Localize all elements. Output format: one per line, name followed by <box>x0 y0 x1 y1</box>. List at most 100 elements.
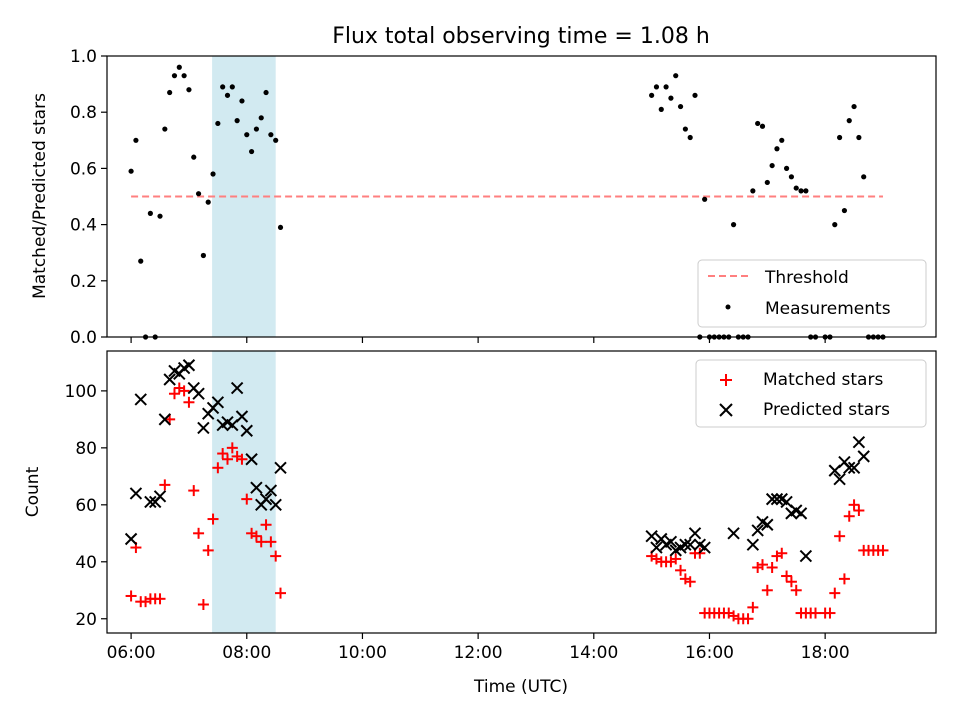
measurement-point <box>138 258 144 264</box>
measurement-point <box>856 134 862 141</box>
bottom-y-axis-label: Count <box>23 466 43 517</box>
bottom-y-tick-label: 100 <box>65 382 97 402</box>
bottom-x-axis: 06:00 08:00 10:00 12:00 14:00 16:00 18:00 <box>107 633 850 663</box>
measurement-point <box>253 126 260 132</box>
measurement-point <box>244 132 250 138</box>
matched-star-point <box>781 570 793 582</box>
measurement-point <box>673 73 679 79</box>
predicted-star-point <box>688 527 702 540</box>
bottom-x-tick-label: 14:00 <box>569 643 618 663</box>
matched-star-point <box>217 448 229 460</box>
matched-star-point <box>265 536 277 548</box>
matched-star-point <box>742 613 754 625</box>
matched-star-point <box>154 593 166 605</box>
predicted-stars-points <box>124 359 870 563</box>
bottom-highlight-span <box>212 351 276 633</box>
predicted-star-point <box>727 527 740 540</box>
predicted-star-point <box>770 492 784 506</box>
matched-star-point <box>178 385 190 397</box>
legend-matched-label: Matched stars <box>763 370 883 390</box>
measurement-point <box>841 207 848 214</box>
measurement-point <box>147 210 153 216</box>
matched-star-point <box>790 584 802 596</box>
predicted-star-point <box>192 387 205 400</box>
measurement-point <box>128 168 134 174</box>
measurement-point <box>861 174 867 180</box>
top-y-tick-label: 0.4 <box>70 216 97 236</box>
bottom-panel: 20 40 60 80 100 06:00 08:00 10:00 12:00 14:00 16:… <box>23 350 937 697</box>
predicted-star-point <box>230 381 244 395</box>
bottom-x-tick-label: 12:00 <box>454 643 503 663</box>
predicted-star-point <box>645 529 658 543</box>
predicted-star-point <box>245 453 258 466</box>
measurement-point <box>277 224 284 231</box>
predicted-star-point <box>211 396 225 409</box>
matched-star-point <box>125 590 137 602</box>
measurement-point <box>663 84 669 90</box>
measurement-point <box>229 84 235 90</box>
matched-star-point <box>675 564 687 576</box>
matched-star-point <box>260 519 272 531</box>
matched-star-point <box>212 462 224 474</box>
top-y-tick-label: 0.0 <box>70 328 97 348</box>
measurement-point <box>133 137 139 143</box>
legend-matched-swatch <box>720 374 732 386</box>
measurement-point <box>239 98 245 104</box>
predicted-star-point <box>269 498 282 512</box>
matched-star-point <box>853 505 865 517</box>
matched-star-point <box>766 561 778 573</box>
measurement-point <box>692 92 698 98</box>
top-y-tick-label: 0.2 <box>70 272 97 292</box>
matched-star-point <box>834 530 846 542</box>
measurement-point <box>248 148 255 155</box>
measurement-point <box>658 106 664 112</box>
measurement-point <box>258 115 264 121</box>
measurement-point <box>730 222 737 228</box>
top-y-axis: 0.0 0.2 0.4 0.6 0.8 1.0 <box>70 47 107 348</box>
measurement-point <box>846 118 852 124</box>
measurement-point <box>755 120 761 127</box>
measurement-point <box>263 89 269 96</box>
matched-star-point <box>202 544 214 556</box>
matched-star-point <box>877 544 889 556</box>
predicted-star-point <box>650 541 663 554</box>
matched-star-point <box>226 442 238 454</box>
measurement-point <box>200 252 206 259</box>
matched-star-point <box>275 587 287 599</box>
top-x-ticks <box>130 337 826 343</box>
measurement-point <box>215 120 221 127</box>
matched-star-point <box>785 576 797 588</box>
matched-star-point <box>829 587 841 599</box>
bottom-legend: Matched stars Predicted stars <box>695 359 927 428</box>
measurement-point <box>220 84 226 90</box>
measurement-point <box>774 146 780 152</box>
measurement-point <box>759 123 766 129</box>
predicted-star-point <box>799 549 813 563</box>
top-y-axis-label: Matched/Predicted stars <box>30 93 50 299</box>
predicted-star-point <box>235 410 249 423</box>
predicted-star-point <box>144 495 157 509</box>
measurement-point <box>181 73 187 79</box>
predicted-star-point <box>679 538 692 551</box>
matched-star-point <box>848 499 860 511</box>
matched-star-point <box>761 584 773 596</box>
matched-star-point <box>221 453 233 465</box>
measurement-point <box>783 165 790 171</box>
measurement-point <box>668 95 674 101</box>
measurement-point <box>677 103 684 110</box>
predicted-star-point <box>683 538 697 551</box>
bottom-x-axis-label: Time (UTC) <box>473 677 568 697</box>
measurement-point <box>653 84 660 90</box>
predicted-star-point <box>158 413 172 426</box>
matched-star-point <box>241 493 253 505</box>
measurement-point <box>851 103 857 110</box>
measurement-point <box>687 134 693 141</box>
matched-star-point <box>255 536 267 548</box>
measurement-point <box>750 188 756 194</box>
top-panel: 0.0 0.2 0.4 0.6 0.8 1.0 Matched/Predicted sta… <box>30 47 937 348</box>
matched-star-point <box>236 453 248 465</box>
top-legend: Threshold Measurements <box>697 259 927 328</box>
predicted-star-point <box>746 538 760 551</box>
top-y-tick-label: 0.6 <box>70 159 97 179</box>
